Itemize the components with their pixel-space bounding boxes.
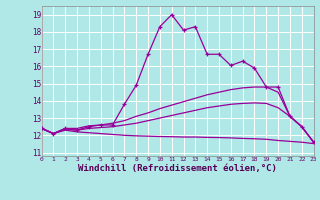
X-axis label: Windchill (Refroidissement éolien,°C): Windchill (Refroidissement éolien,°C) [78, 164, 277, 173]
